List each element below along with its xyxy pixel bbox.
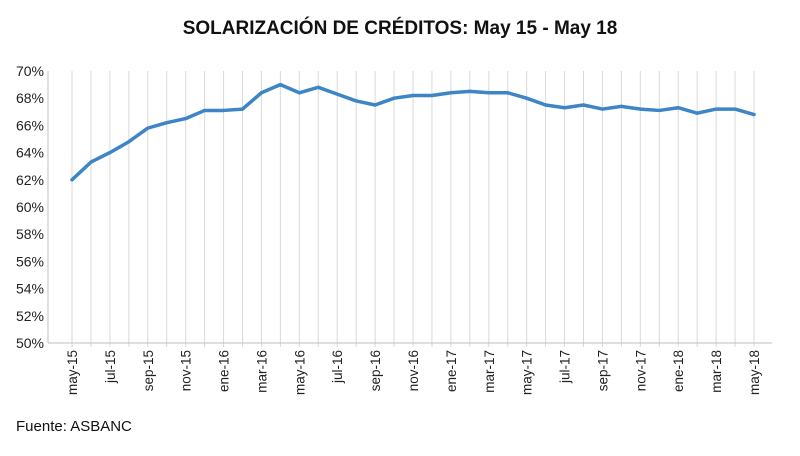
- x-tick-label: ene-16: [217, 350, 232, 392]
- data-point-feb-16: [240, 107, 245, 111]
- x-tick-label: mar-16: [254, 350, 269, 393]
- source-note: Fuente: ASBANC: [16, 418, 132, 435]
- data-point-oct-17: [619, 104, 623, 108]
- data-point-mar-17: [487, 91, 491, 95]
- data-point-mar-18: [714, 107, 718, 111]
- y-tick-label: 56%: [16, 253, 44, 269]
- series-layer: [70, 82, 756, 182]
- data-point-abr-17: [506, 91, 510, 95]
- x-tick-label: nov-16: [406, 350, 421, 391]
- data-point-oct-16: [392, 96, 396, 100]
- x-tick-label: may-15: [65, 350, 80, 395]
- data-point-dic-16: [430, 93, 434, 98]
- axes: [47, 71, 772, 344]
- data-point-ago-17: [581, 103, 586, 107]
- x-tick-label: mar-17: [482, 350, 497, 393]
- x-tick-label: sep-16: [368, 350, 383, 391]
- x-tick-label: may-18: [747, 350, 762, 395]
- data-point-jul-16: [335, 92, 339, 96]
- x-tick-label: nov-17: [633, 350, 648, 391]
- x-tick-label: jul-17: [558, 350, 573, 384]
- x-tick-label: may-17: [520, 350, 535, 395]
- x-tick-label: sep-17: [595, 350, 610, 391]
- data-point-feb-18: [695, 111, 699, 115]
- data-point-jun-15: [89, 160, 93, 164]
- x-tick-label: may-16: [292, 350, 307, 395]
- data-point-jun-17: [544, 103, 548, 107]
- data-point-oct-15: [165, 121, 169, 125]
- y-tick-label: 70%: [16, 63, 44, 79]
- y-tick-label: 64%: [16, 145, 44, 161]
- data-point-nov-17: [638, 107, 642, 111]
- y-tick-label: 66%: [16, 117, 44, 133]
- data-point-may-15: [70, 178, 74, 182]
- x-tick-label: ene-17: [444, 350, 459, 392]
- x-tick-label: jul-15: [103, 350, 118, 384]
- y-tick-label: 54%: [16, 281, 44, 297]
- y-tick-labels: 50% 52% 54% 56% 58% 60% 62% 64% 66% 68% 70%: [16, 63, 44, 351]
- data-point-may-17: [525, 96, 529, 100]
- data-point-nov-15: [184, 117, 188, 121]
- data-point-may-16: [297, 91, 301, 95]
- x-tick-label: jul-16: [330, 350, 345, 384]
- data-point-dic-17: [657, 108, 661, 113]
- vertical-gridlines: [71, 71, 755, 347]
- y-tick-label: 52%: [16, 308, 44, 324]
- data-point-dic-15: [203, 108, 207, 113]
- data-point-abr-18: [733, 107, 737, 111]
- data-point-may-18: [752, 112, 756, 117]
- chart-title: SOLARIZACIÓN DE CRÉDITOS: May 15 - May 1…: [182, 18, 618, 39]
- data-point-feb-17: [468, 89, 472, 93]
- data-point-ene-16: [221, 108, 226, 113]
- data-point-ago-15: [127, 140, 131, 144]
- data-point-ago-16: [354, 99, 358, 103]
- x-tick-label: sep-15: [141, 350, 156, 391]
- data-point-jun-16: [316, 85, 320, 89]
- y-tick-label: 62%: [16, 172, 44, 188]
- x-tick-label: ene-18: [671, 350, 686, 392]
- data-point-nov-16: [411, 93, 415, 98]
- y-tick-label: 50%: [16, 335, 44, 351]
- data-point-ene-17: [449, 91, 453, 95]
- data-point-jul-15: [108, 151, 112, 155]
- x-tick-label: nov-15: [179, 350, 194, 391]
- x-tick-labels: may-15 jul-15 sep-15 nov-15 ene-16 mar-16 may-…: [65, 350, 762, 395]
- y-tick-label: 58%: [16, 226, 44, 242]
- data-point-mar-16: [259, 91, 264, 95]
- data-point-sep-15: [146, 126, 150, 130]
- data-point-abr-16: [278, 83, 282, 87]
- data-point-jul-17: [562, 106, 567, 110]
- data-point-sep-16: [373, 103, 377, 107]
- data-point-sep-17: [600, 107, 605, 111]
- x-tick-label: mar-18: [709, 350, 724, 393]
- data-point-ene-18: [676, 106, 680, 110]
- y-tick-label: 60%: [16, 199, 44, 215]
- y-tick-label: 68%: [16, 90, 44, 106]
